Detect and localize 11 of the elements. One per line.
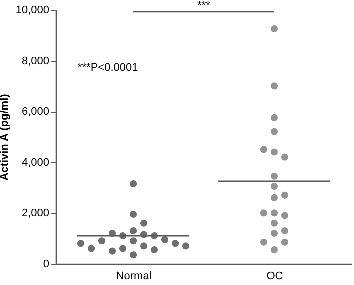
y-tick-label: 2,000 xyxy=(22,208,50,220)
x-tick-label: Normal xyxy=(116,270,152,282)
y-tick-label: 6,000 xyxy=(22,106,50,118)
y-tick-label: 10,000 xyxy=(16,4,50,16)
x-tick-label: OC xyxy=(266,270,284,282)
y-tick-label: 4,000 xyxy=(22,156,50,169)
annotation: ***P<0.0001 xyxy=(78,62,138,74)
y-axis-title: Activin A (pg/ml) xyxy=(0,94,11,181)
y-tick-label: 0 xyxy=(43,258,50,270)
annotation: *** xyxy=(198,0,212,12)
y-tick-label: 8,000 xyxy=(22,55,50,68)
